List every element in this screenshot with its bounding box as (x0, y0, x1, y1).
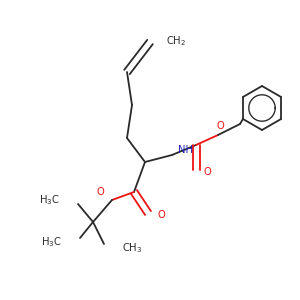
Text: H$_3$C: H$_3$C (41, 235, 62, 249)
Text: NH: NH (178, 145, 193, 155)
Text: O: O (96, 187, 104, 197)
Text: O: O (204, 167, 212, 177)
Text: O: O (158, 210, 166, 220)
Text: CH$_2$: CH$_2$ (166, 34, 186, 48)
Text: H$_3$C: H$_3$C (39, 193, 60, 207)
Text: O: O (216, 121, 224, 131)
Text: CH$_3$: CH$_3$ (122, 241, 142, 255)
